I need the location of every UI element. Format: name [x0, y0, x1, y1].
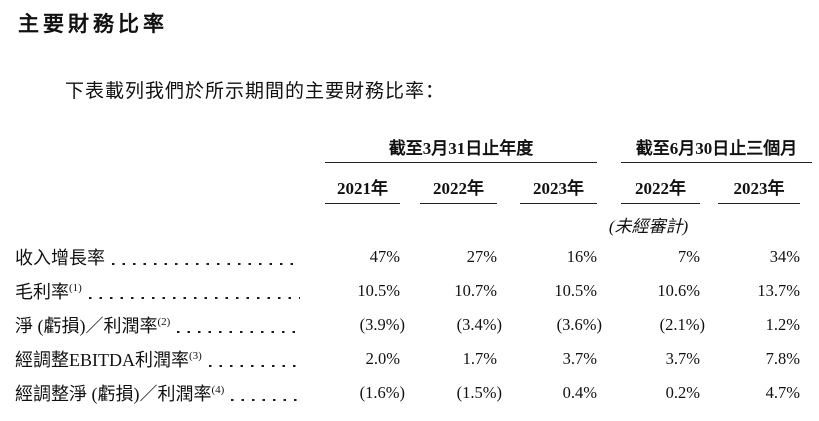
row-label-revenue-growth: 收入增長率 — [15, 240, 325, 274]
value-cell: (3.6%) — [556, 315, 602, 334]
value-cell: 10.5% — [357, 281, 400, 300]
row-label-adjusted-ebitda-margin: 經調整EBITDA利潤率(3) — [15, 342, 325, 376]
footnote-marker: (1) — [69, 282, 82, 294]
value-cell: 2.0% — [365, 349, 400, 368]
value-cell: 0.2% — [665, 383, 700, 402]
row-label-text: 毛利率(1) — [15, 282, 82, 302]
dot-leader — [112, 262, 300, 266]
value-cell: (1.6%) — [359, 383, 405, 402]
year-col-header-2023: 2023年 — [520, 163, 597, 204]
row-label-text: 淨 (虧損)／利潤率(2) — [15, 316, 171, 336]
footnote-marker: (3) — [189, 350, 202, 362]
value-cell: 16% — [566, 247, 597, 266]
intro-text: 下表載列我們於所示期間的主要財務比率： — [65, 81, 446, 102]
value-cell: (3.9%) — [359, 315, 405, 334]
row-label-text: 收入增長率 — [15, 248, 105, 268]
col-group-quarterly-label: 截至6月30日止三個月 — [621, 132, 812, 163]
value-cell: 4.7% — [765, 383, 800, 402]
row-label-net-margin: 淨 (虧損)／利潤率(2) — [15, 308, 325, 342]
value-cell: 7.8% — [765, 349, 800, 368]
footnote-marker: (2) — [157, 316, 171, 328]
value-cell: (1.5%) — [456, 383, 502, 402]
value-cell: 10.7% — [454, 281, 497, 300]
row-label-text: 經調整淨 (虧損)／利潤率(4) — [15, 384, 225, 404]
value-cell: 34% — [769, 247, 800, 266]
dot-leader — [88, 296, 300, 300]
footnote-marker: (4) — [211, 384, 225, 396]
value-cell: 10.6% — [657, 281, 700, 300]
year-col-header-2021: 2021年 — [325, 163, 400, 204]
value-cell: 0.4% — [562, 383, 597, 402]
year-col-header-q2023: 2023年 — [718, 163, 800, 204]
year-col-header-q2022: 2022年 — [621, 163, 700, 204]
dot-leader — [208, 364, 300, 368]
value-cell: (3.4%) — [456, 315, 502, 334]
value-cell: 1.7% — [462, 349, 497, 368]
dot-leader — [177, 330, 300, 334]
dot-leader — [231, 398, 300, 402]
value-cell: 1.2% — [765, 315, 800, 334]
unaudited-note: (未經審計) — [608, 217, 689, 236]
value-cell: 3.7% — [562, 349, 597, 368]
value-cell: (2.1%) — [659, 315, 705, 334]
page-title: 主要財務比率 — [18, 12, 168, 36]
row-label-gross-margin: 毛利率(1) — [15, 274, 325, 308]
row-label-text: 經調整EBITDA利潤率(3) — [15, 350, 202, 370]
value-cell: 27% — [466, 247, 497, 266]
value-cell: 47% — [369, 247, 400, 266]
row-label-adjusted-net-margin: 經調整淨 (虧損)／利潤率(4) — [15, 376, 325, 410]
financial-ratios-table: 截至3月31日止年度 截至6月30日止三個月 2021年 2022年 2023年… — [15, 132, 812, 410]
value-cell: 7% — [678, 247, 700, 266]
value-cell: 10.5% — [554, 281, 597, 300]
value-cell: 13.7% — [757, 281, 800, 300]
value-cell: 3.7% — [665, 349, 700, 368]
col-group-annual-label: 截至3月31日止年度 — [325, 132, 597, 163]
year-col-header-2022: 2022年 — [420, 163, 497, 204]
